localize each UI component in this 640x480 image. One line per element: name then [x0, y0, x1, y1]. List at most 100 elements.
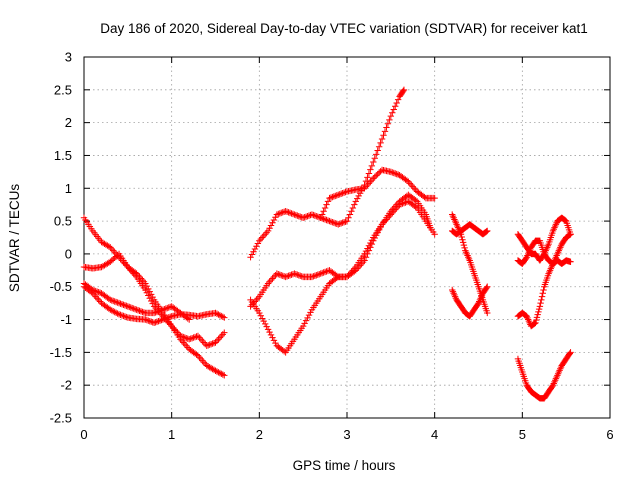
data-point — [354, 195, 361, 202]
data-point — [203, 342, 210, 349]
data-point — [381, 217, 389, 225]
data-point — [162, 305, 170, 312]
data-point — [566, 231, 574, 238]
y-tick-label: 3 — [65, 50, 72, 65]
data-point — [330, 193, 338, 200]
data-point — [346, 211, 354, 218]
data-point — [263, 229, 270, 236]
data-point — [278, 209, 285, 217]
data-point — [164, 304, 171, 312]
data-point — [259, 315, 266, 322]
y-tick-label: 1.5 — [54, 148, 72, 163]
data-point — [207, 340, 215, 348]
data-point — [89, 286, 96, 294]
data-point — [202, 340, 209, 348]
data-point — [285, 272, 292, 279]
data-point — [131, 305, 139, 313]
data-point — [111, 249, 118, 256]
data-point — [295, 272, 302, 279]
data-point — [337, 220, 345, 227]
grid-lines — [84, 57, 610, 418]
data-point — [283, 273, 291, 280]
data-point — [215, 336, 222, 343]
data-point — [335, 191, 342, 199]
data-point — [221, 314, 228, 321]
data-point — [339, 189, 346, 197]
data-point — [537, 299, 544, 307]
data-point — [329, 218, 336, 226]
data-point — [114, 299, 121, 306]
x-tick-label: 0 — [80, 427, 87, 442]
data-point — [257, 235, 264, 243]
data-point — [483, 228, 490, 235]
data-point — [114, 310, 121, 317]
data-point — [352, 198, 359, 205]
data-point — [134, 307, 142, 314]
data-point — [392, 103, 399, 110]
data-point — [199, 337, 206, 345]
data-point — [260, 232, 267, 240]
data-point — [396, 201, 403, 208]
data-point — [412, 203, 419, 211]
data-point — [367, 178, 374, 185]
data-point — [370, 158, 377, 166]
data-series — [317, 166, 438, 222]
data-point — [260, 317, 267, 325]
data-point — [110, 308, 117, 315]
data-point — [336, 191, 343, 198]
data-point — [110, 297, 117, 305]
data-point — [123, 313, 130, 321]
data-point — [272, 339, 279, 347]
data-point — [266, 225, 273, 232]
data-point — [184, 315, 191, 322]
x-axis-label: GPS time / hours — [293, 458, 396, 473]
data-point — [187, 335, 194, 342]
data-point — [549, 383, 556, 390]
data-point — [297, 213, 304, 220]
data-point — [343, 217, 351, 225]
data-point — [248, 251, 256, 258]
y-axis-label: SDTVAR / TECUs — [7, 184, 22, 293]
data-point — [308, 273, 316, 281]
data-point — [474, 301, 481, 308]
data-point — [483, 284, 490, 292]
x-tick-label: 2 — [256, 427, 263, 442]
data-point — [167, 313, 174, 321]
data-point — [216, 369, 224, 377]
data-point — [148, 291, 155, 298]
data-point — [431, 231, 438, 238]
data-point — [298, 273, 305, 280]
data-point — [337, 190, 345, 197]
data-point — [387, 168, 395, 176]
data-point — [221, 372, 228, 379]
data-point — [292, 211, 300, 219]
data-point — [567, 349, 574, 356]
data-point — [167, 303, 174, 311]
data-point — [219, 331, 227, 338]
data-point — [320, 215, 327, 223]
data-point — [374, 147, 381, 154]
data-point — [484, 227, 491, 235]
data-point — [212, 339, 219, 346]
data-point — [340, 189, 348, 196]
data-point — [181, 334, 189, 341]
data-point — [111, 308, 118, 316]
data-point — [538, 293, 546, 300]
data-point — [133, 306, 140, 313]
data-point — [397, 200, 405, 208]
data-point — [212, 367, 219, 374]
data-point — [216, 312, 224, 319]
data-point — [320, 269, 327, 276]
data-point — [194, 332, 202, 340]
data-point — [399, 200, 406, 207]
data-point — [297, 272, 304, 279]
data-point — [285, 209, 292, 216]
data-point — [375, 143, 383, 150]
data-point — [153, 318, 161, 325]
x-tick-label: 5 — [519, 427, 526, 442]
data-point — [373, 151, 380, 158]
data-point — [311, 272, 319, 279]
data-point — [310, 273, 317, 280]
data-point — [389, 169, 396, 176]
y-tick-label: -0.5 — [50, 279, 72, 294]
